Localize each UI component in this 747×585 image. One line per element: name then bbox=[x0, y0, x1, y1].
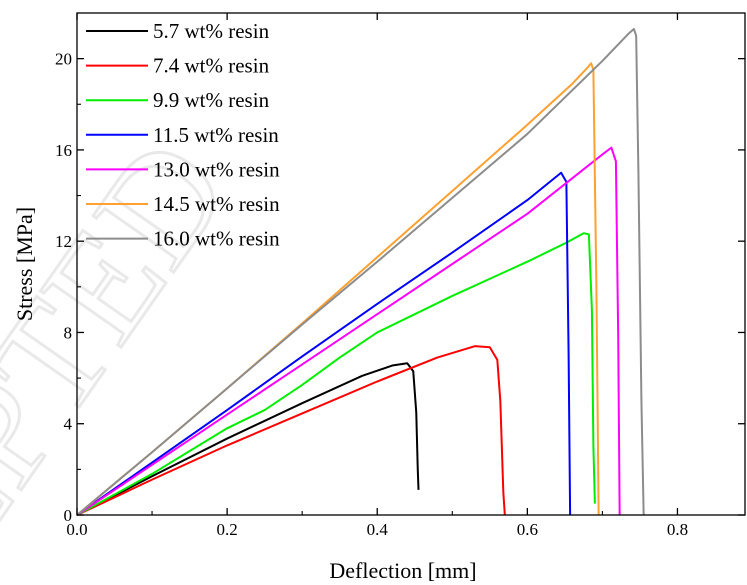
x-tick-label: 0.2 bbox=[216, 520, 237, 539]
x-tick-label: 0.8 bbox=[667, 520, 688, 539]
series-line-3 bbox=[76, 232, 596, 516]
series-line-2 bbox=[76, 345, 506, 516]
legend: 5.7 wt% resin 7.4 wt% resin 9.9 wt% resin 1… bbox=[86, 19, 280, 251]
legend-label-7: 16.0 wt% resin bbox=[153, 227, 280, 251]
watermark: EPTED bbox=[0, 109, 262, 585]
y-tick-label: 8 bbox=[64, 323, 73, 342]
legend-label-1: 5.7 wt% resin bbox=[153, 19, 270, 43]
series-line-5 bbox=[76, 146, 621, 516]
y-tick-label: 16 bbox=[55, 141, 72, 160]
legend-label-2: 7.4 wt% resin bbox=[153, 54, 270, 78]
series-layer bbox=[76, 27, 645, 516]
plot-frame bbox=[76, 12, 746, 516]
y-axis-title: Stress [MPa] bbox=[12, 207, 37, 321]
series-line-7 bbox=[76, 27, 645, 516]
legend-label-4: 11.5 wt% resin bbox=[153, 123, 279, 147]
watermark-text: EPTED bbox=[0, 111, 260, 585]
legend-label-6: 14.5 wt% resin bbox=[153, 192, 280, 216]
y-tick-label: 4 bbox=[64, 415, 73, 434]
x-tick-label: 0.0 bbox=[66, 520, 87, 539]
y-tick-label: 12 bbox=[55, 232, 72, 251]
x-axis-title: Deflection [mm] bbox=[329, 558, 476, 583]
y-tick-label: 20 bbox=[55, 50, 72, 69]
x-tick-label: 0.6 bbox=[517, 520, 538, 539]
series-line-1 bbox=[76, 362, 420, 516]
series-line-4 bbox=[76, 171, 572, 516]
x-tick-label: 0.4 bbox=[367, 520, 389, 539]
legend-label-5: 13.0 wt% resin bbox=[153, 157, 280, 181]
y-tick-label: 0 bbox=[64, 506, 73, 525]
legend-label-3: 9.9 wt% resin bbox=[153, 88, 270, 112]
axes-layer: 0.0 0.2 0.4 0.6 0.8 0 4 8 12 16 20 bbox=[55, 12, 746, 539]
